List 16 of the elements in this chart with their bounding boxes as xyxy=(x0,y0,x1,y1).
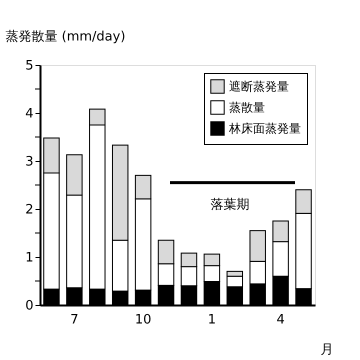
legend-label: 蒸散量 xyxy=(229,100,265,114)
x-axis-title: 月 xyxy=(320,342,334,358)
x-tick-label: 1 xyxy=(208,312,216,328)
legend-label: 遮断蒸発量 xyxy=(229,80,289,94)
legend-label: 林床面蒸発量 xyxy=(228,122,301,136)
y-tick-label: 0 xyxy=(25,298,34,314)
y-tick-label: 1 xyxy=(25,250,34,266)
x-tick-label: 10 xyxy=(134,312,152,328)
x-tick-label: 4 xyxy=(276,312,285,328)
y-axis-title: 蒸発散量 (mm/day) xyxy=(6,30,126,44)
y-tick-label: 3 xyxy=(25,154,34,170)
y-tick-label: 2 xyxy=(25,202,34,218)
y-tick-label: 5 xyxy=(25,58,34,74)
x-tick-label: 7 xyxy=(70,312,79,328)
y-tick-label: 4 xyxy=(25,106,34,122)
ref-line-label: 落葉期 xyxy=(210,198,250,213)
